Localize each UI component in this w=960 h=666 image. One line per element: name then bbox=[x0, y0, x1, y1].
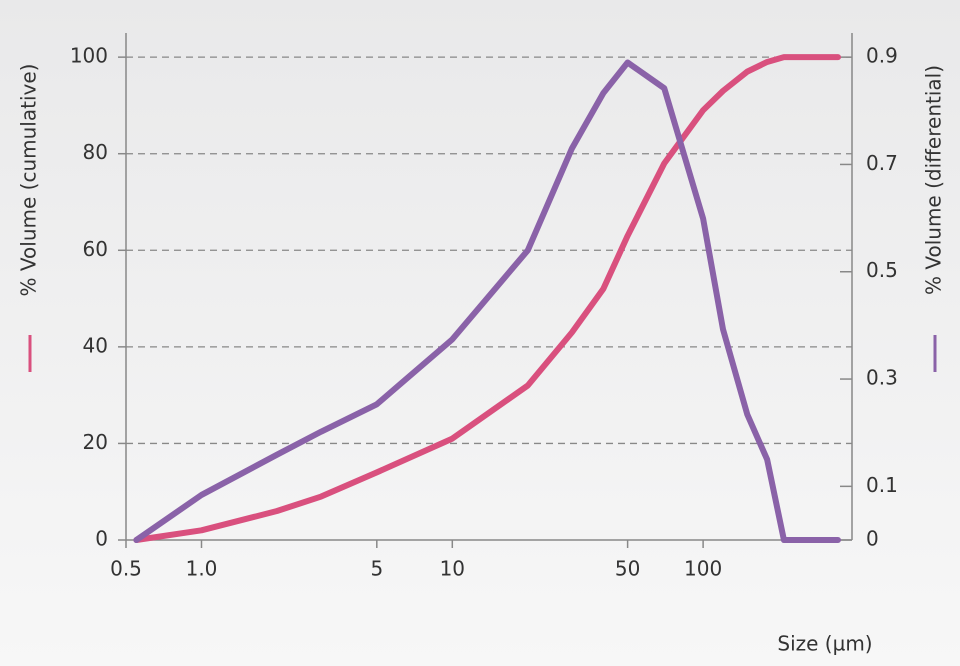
y2-tick-label: 0 bbox=[866, 527, 879, 551]
y-axis-title: % Volume (cumulative) bbox=[17, 64, 41, 297]
y2-tick-label: 0.7 bbox=[866, 151, 898, 175]
y-tick-label: 80 bbox=[83, 140, 108, 164]
series-line bbox=[133, 59, 841, 543]
y-tick-label: 60 bbox=[83, 237, 108, 261]
y-tick-label: 40 bbox=[83, 333, 108, 357]
x-axis-title: Size (µm) bbox=[777, 632, 872, 656]
series-line bbox=[133, 54, 841, 543]
y2-axis-title: % Volume (differential) bbox=[922, 65, 946, 295]
x-tick-label: 5 bbox=[370, 557, 383, 581]
y2-tick-label: 0.3 bbox=[866, 366, 898, 390]
y2-tick-label: 0.9 bbox=[866, 44, 898, 68]
x-tick-label: 10 bbox=[440, 557, 465, 581]
y-tick-label: 100 bbox=[70, 44, 108, 68]
y-tick-label: 0 bbox=[95, 527, 108, 551]
x-tick-label: 100 bbox=[684, 557, 722, 581]
x-tick-label: 1.0 bbox=[186, 557, 218, 581]
x-tick-label: 0.5 bbox=[110, 557, 142, 581]
y2-tick-label: 0.5 bbox=[866, 258, 898, 282]
y2-tick-label: 0.1 bbox=[866, 473, 898, 497]
x-tick-label: 50 bbox=[615, 557, 640, 581]
y-tick-label: 20 bbox=[83, 430, 108, 454]
